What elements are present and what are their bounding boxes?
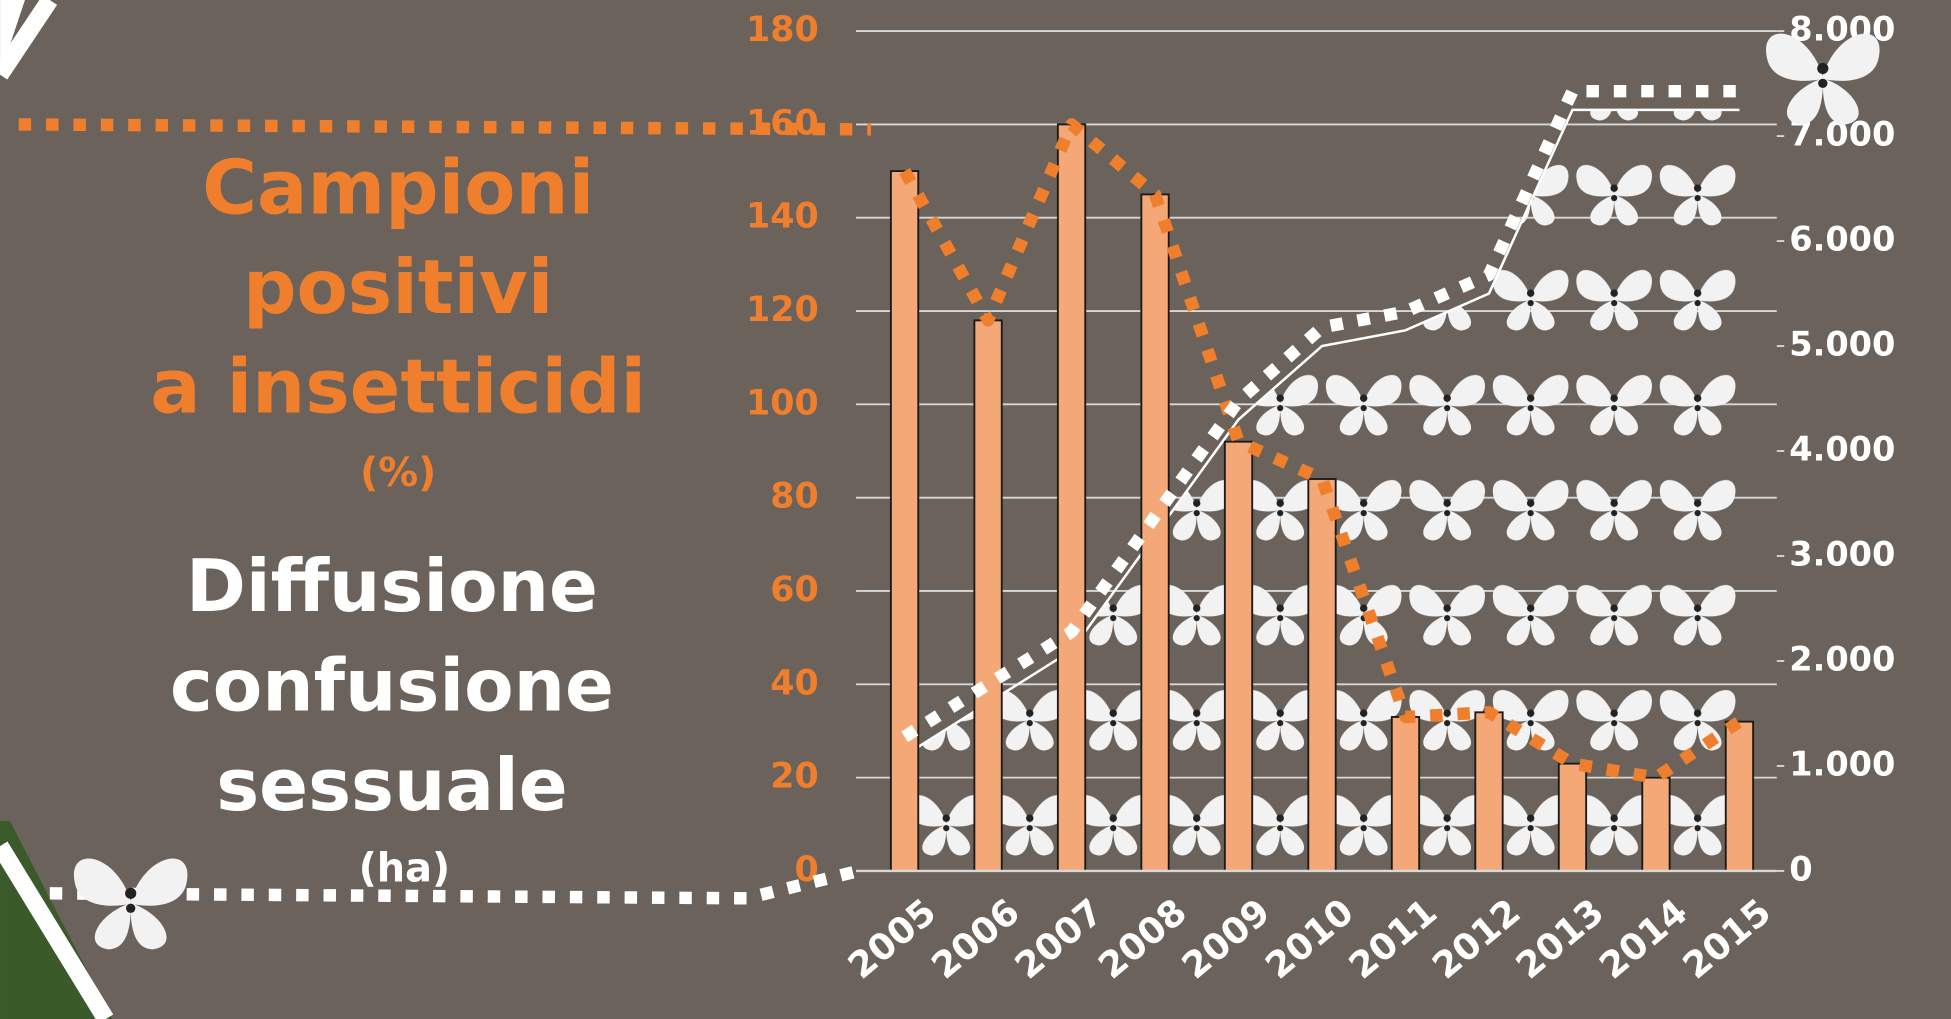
bar — [1641, 776, 1671, 872]
y-tick-label: 20 — [770, 757, 818, 797]
x-tick-label: 2007 — [1007, 891, 1111, 988]
bar — [1140, 193, 1170, 872]
x-tick-label: 2012 — [1425, 891, 1529, 988]
x-tick-label: 2013 — [1508, 891, 1612, 988]
y2-tick-label: 3.000 — [1789, 535, 1895, 574]
decor-edge — [0, 841, 114, 1019]
y2-tick-label: 6.000 — [1789, 220, 1895, 259]
bar — [1056, 123, 1087, 872]
bar — [1390, 716, 1421, 872]
x-tick-label: 2005 — [840, 891, 944, 988]
right-label-line: sessuale — [216, 744, 568, 828]
y-tick-label: 60 — [770, 570, 818, 610]
y-tick-label: 40 — [770, 663, 818, 703]
left-label-line: a insetticidi — [150, 343, 646, 430]
trend-line — [899, 118, 1743, 784]
y-tick-label: 180 — [746, 10, 819, 50]
bar — [1223, 440, 1254, 872]
right-label-unit: (ha) — [359, 845, 451, 891]
x-tick-label: 2009 — [1174, 891, 1278, 988]
left-label-line: positivi — [243, 244, 553, 331]
y2-tick-label: 1.000 — [1789, 744, 1895, 783]
decor-edge — [0, 0, 58, 80]
y-tick-label: 120 — [746, 290, 819, 330]
plot: 02040608010012014016018001.0002.0003.000… — [746, 10, 1895, 988]
left-label-unit: (%) — [360, 450, 436, 496]
bar — [889, 170, 920, 872]
x-tick-label: 2015 — [1675, 891, 1779, 988]
y2-tick-label: 4.000 — [1789, 430, 1895, 469]
x-tick-label: 2008 — [1091, 891, 1195, 988]
trend-line — [901, 84, 1740, 743]
x-tick-label: 2006 — [924, 891, 1028, 988]
y-tick-label: 140 — [746, 197, 819, 237]
x-tick-label: 2014 — [1592, 891, 1696, 988]
area-line — [903, 108, 1740, 757]
decor-butterfly — [73, 858, 188, 950]
labels: Campioni positivi a insetticidi (%) Diffusio… — [150, 144, 646, 891]
bar — [973, 319, 1003, 872]
y-tick-label: 80 — [770, 477, 818, 517]
bar — [1474, 711, 1504, 872]
right-label-line: Diffusione — [186, 545, 598, 629]
decor-dots — [49, 864, 861, 905]
y2-tick-label: 5.000 — [1789, 325, 1895, 364]
bar — [1557, 762, 1588, 872]
y2-tick-label: 2.000 — [1789, 639, 1895, 678]
y2-tick-label: 0 — [1789, 849, 1812, 888]
right-label-line: confusione — [170, 645, 614, 729]
y2-tick-label: 8.000 — [1789, 10, 1895, 49]
left-label-line: Campioni — [202, 144, 594, 231]
x-tick-label: 2011 — [1341, 891, 1445, 988]
y-tick-label: 100 — [746, 383, 819, 423]
decor-dots — [18, 118, 872, 136]
bar — [1307, 478, 1337, 872]
x-tick-label: 2010 — [1258, 891, 1362, 988]
y-tick-label: 160 — [746, 103, 819, 143]
bar — [1724, 720, 1755, 872]
